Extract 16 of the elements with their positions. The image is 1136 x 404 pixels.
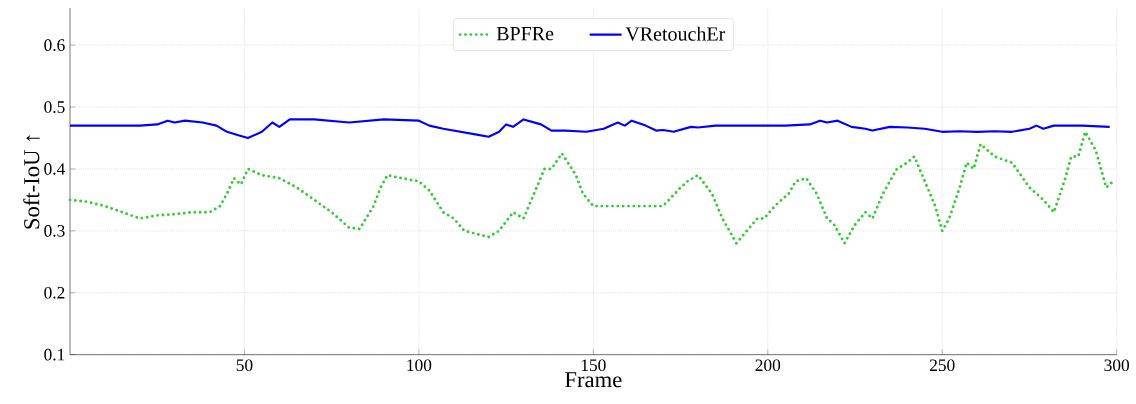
x-tick-label: 100 [407,359,432,372]
x-tick-label: 150 [581,359,606,372]
y-tick-label: 0.3 [44,224,65,237]
x-tick-label: 250 [929,359,955,372]
y-tick-label: 0.6 [44,39,65,52]
legend-label: VRetouchEr [625,26,726,41]
legend-label: BPFRe [496,27,554,41]
y-tick-label: 0.2 [44,286,65,299]
x-tick-label: 50 [236,359,253,372]
x-axis-title: Frame [565,372,622,388]
x-tick-label: 200 [755,359,781,372]
x-tick-label: 300 [1104,359,1130,372]
y-tick-label: 0.5 [44,101,65,113]
y-axis-title: Soft-IoU ↑ [23,135,40,229]
y-tick-label: 0.4 [44,163,66,175]
y-tick-label: 0.1 [44,348,65,361]
